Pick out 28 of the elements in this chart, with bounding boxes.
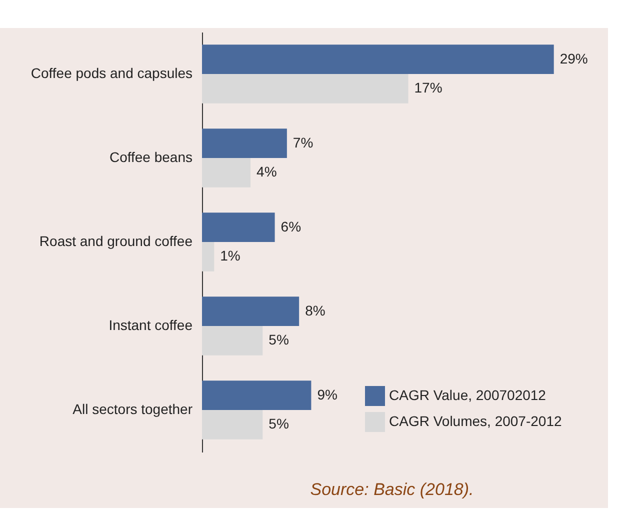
y-tick-label: Coffee pods and capsules <box>30 65 192 81</box>
bar <box>202 326 263 356</box>
data-label: 6% <box>280 218 302 234</box>
data-label: 17% <box>414 80 442 96</box>
data-label: 9% <box>317 386 338 402</box>
bar <box>202 410 263 440</box>
y-tick-label: Instant coffee <box>108 317 193 333</box>
legend-label: CAGR Volumes, 2007-2012 <box>389 413 562 429</box>
y-tick-label: Roast and ground coffee <box>39 233 193 249</box>
data-label: 7% <box>292 134 314 150</box>
data-label: 8% <box>305 302 326 318</box>
bar <box>202 128 287 158</box>
bar <box>202 380 312 410</box>
data-label: 1% <box>220 248 240 264</box>
bar <box>202 44 554 74</box>
bar <box>202 242 214 272</box>
bar <box>202 212 275 242</box>
bar <box>202 74 408 104</box>
bar <box>202 296 300 326</box>
legend-label: CAGR Value, 200702012 <box>389 387 546 403</box>
data-label: 29% <box>560 50 588 66</box>
data-label: 5% <box>268 332 289 348</box>
y-tick-label: All sectors together <box>72 401 193 417</box>
y-tick-label: Coffee beans <box>109 149 192 165</box>
data-label: 5% <box>268 416 289 432</box>
source-note: Source: Basic (2018). <box>310 480 474 499</box>
data-label: 4% <box>256 164 277 180</box>
bar <box>202 158 251 188</box>
